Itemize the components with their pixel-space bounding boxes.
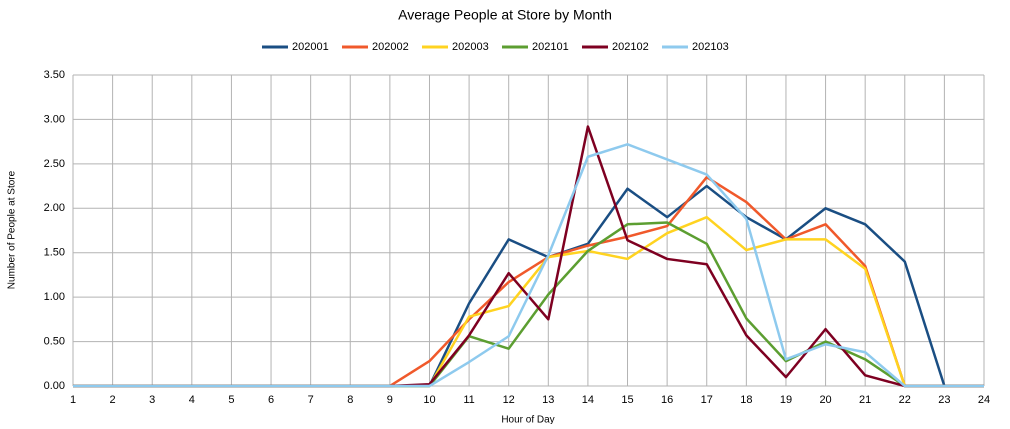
y-tick-label: 0.50 <box>44 335 65 347</box>
x-tick-label: 18 <box>740 394 752 406</box>
x-tick-label: 23 <box>938 394 950 406</box>
x-tick-label: 24 <box>978 394 990 406</box>
legend-label: 202101 <box>532 41 569 53</box>
x-tick-label: 7 <box>308 394 314 406</box>
legend-label: 202002 <box>372 41 409 53</box>
x-tick-label: 11 <box>463 394 474 406</box>
x-tick-label: 22 <box>899 394 911 406</box>
x-tick-label: 12 <box>503 394 515 406</box>
y-tick-label: 1.00 <box>44 291 65 303</box>
y-tick-label: 0.00 <box>44 380 65 392</box>
x-tick-label: 5 <box>228 394 234 406</box>
x-tick-label: 19 <box>780 394 792 406</box>
series-line <box>73 143 984 388</box>
x-tick-label: 1 <box>70 394 76 406</box>
series-line <box>73 215 984 388</box>
x-tick-label: 4 <box>189 394 195 406</box>
y-tick-label: 2.50 <box>44 158 65 170</box>
x-tick-label: 17 <box>701 394 713 406</box>
x-tick-label: 9 <box>387 394 393 406</box>
legend-label: 202003 <box>452 41 489 53</box>
legend-label: 202102 <box>612 41 649 53</box>
legend-label: 202103 <box>692 41 729 53</box>
x-tick-label: 14 <box>582 394 594 406</box>
x-tick-label: 20 <box>819 394 831 406</box>
y-tick-label: 3.50 <box>44 69 65 81</box>
x-tick-label: 16 <box>661 394 673 406</box>
x-tick-label: 2 <box>110 394 116 406</box>
chart-title: Average People at Store by Month <box>398 7 612 23</box>
y-axis-label: Number of People at Store <box>7 170 18 289</box>
y-tick-label: 2.00 <box>44 202 65 214</box>
x-tick-label: 3 <box>149 394 155 406</box>
legend-label: 202001 <box>292 41 329 53</box>
x-tick-label: 13 <box>542 394 554 406</box>
x-axis-label: Hour of Day <box>501 415 554 424</box>
x-tick-label: 6 <box>268 394 274 406</box>
x-tick-label: 15 <box>621 394 633 406</box>
x-tick-label: 21 <box>859 394 871 406</box>
x-tick-label: 8 <box>347 394 353 406</box>
x-tick-label: 10 <box>423 394 435 406</box>
y-tick-label: 3.00 <box>44 113 65 125</box>
y-tick-label: 1.50 <box>44 247 65 259</box>
